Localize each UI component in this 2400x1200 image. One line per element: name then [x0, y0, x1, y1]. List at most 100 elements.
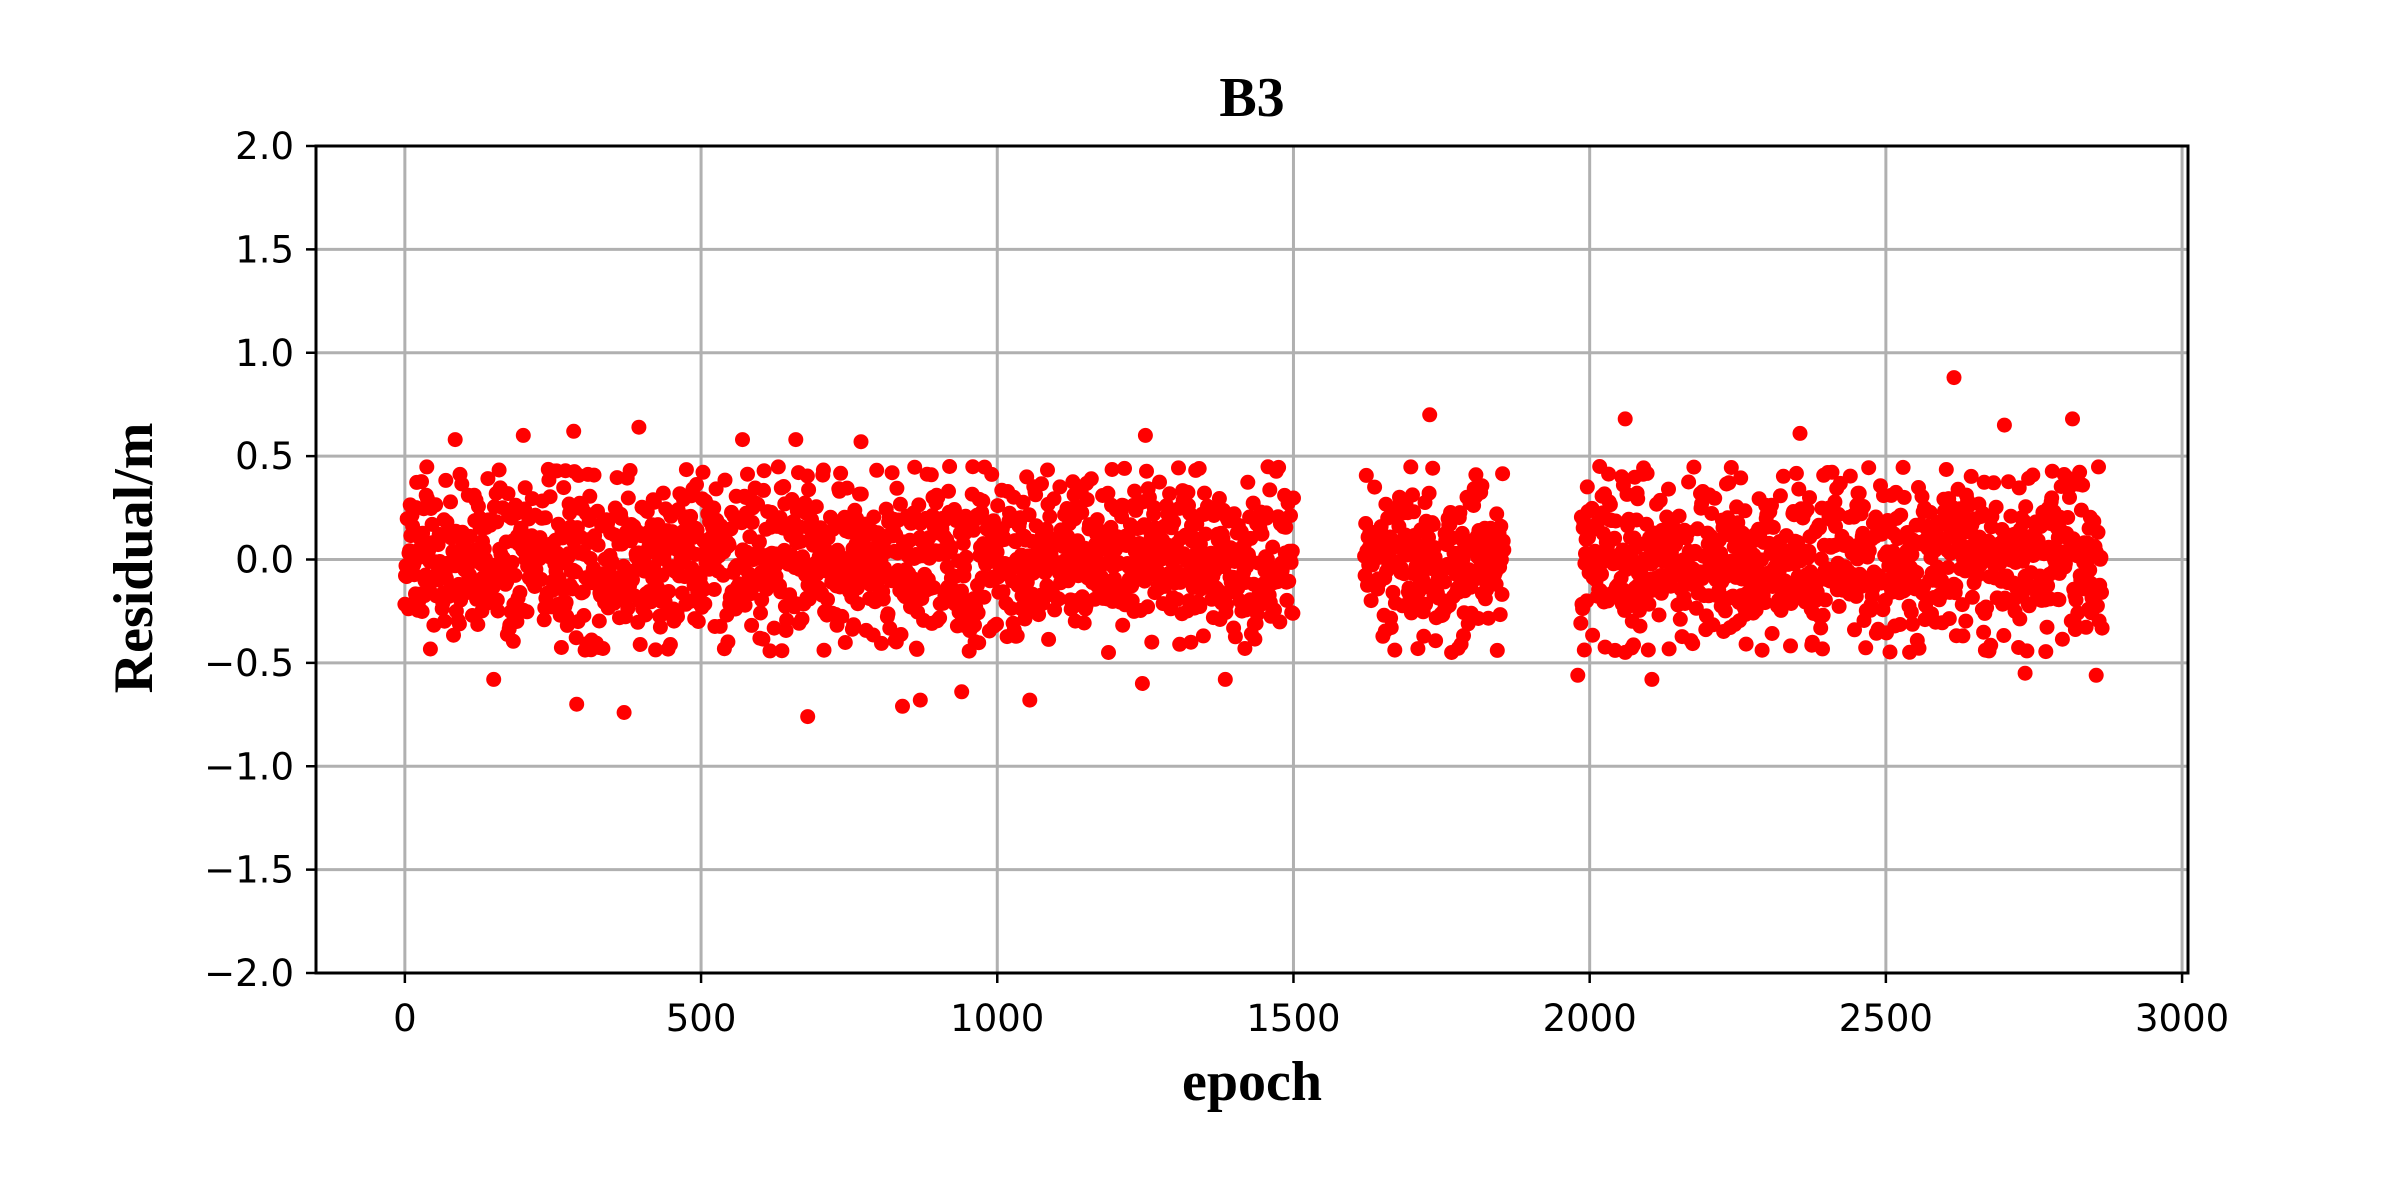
data-point — [536, 612, 552, 628]
data-point — [706, 582, 722, 597]
data-point — [1958, 613, 1974, 629]
data-point — [800, 709, 816, 725]
data-point — [776, 479, 792, 494]
data-point — [967, 617, 982, 633]
x-tick-label: 1000 — [950, 997, 1044, 1040]
data-point — [517, 480, 533, 496]
data-point — [1022, 692, 1038, 708]
data-point — [721, 537, 737, 553]
data-point — [1265, 539, 1281, 555]
data-point — [1672, 611, 1688, 627]
data-point — [766, 620, 782, 636]
data-point — [846, 617, 862, 633]
data-point — [1437, 574, 1452, 590]
data-point — [1813, 620, 1829, 636]
data-point — [1489, 642, 1505, 658]
data-point — [595, 641, 611, 656]
data-point — [912, 692, 928, 708]
data-point — [604, 553, 620, 569]
data-point — [2078, 619, 2094, 635]
data-point — [1127, 483, 1143, 499]
data-point — [533, 571, 549, 587]
data-point — [923, 467, 939, 483]
data-point — [1079, 492, 1095, 508]
x-tick-label: 3000 — [2135, 997, 2229, 1040]
data-point — [2057, 555, 2073, 571]
data-point — [1607, 530, 1623, 546]
data-point — [1227, 629, 1243, 645]
data-point — [1046, 491, 1062, 507]
data-point — [1905, 616, 1920, 632]
data-point — [1976, 624, 1992, 640]
data-point — [1219, 597, 1234, 613]
data-point — [1792, 425, 1808, 441]
data-point — [1089, 512, 1105, 528]
data-point — [1383, 620, 1399, 636]
data-point — [1996, 628, 2012, 643]
data-point — [1104, 462, 1120, 477]
data-point — [1938, 462, 1954, 477]
data-point — [1146, 500, 1162, 516]
data-point — [1117, 460, 1132, 476]
y-tick-label: 2.0 — [235, 125, 294, 168]
data-point — [551, 570, 567, 586]
data-point — [1051, 591, 1067, 607]
data-point — [1247, 631, 1263, 647]
data-point — [652, 619, 668, 635]
data-point — [1737, 503, 1753, 519]
data-point — [1671, 508, 1687, 524]
data-point — [1861, 543, 1877, 559]
chart-title: B3 — [1219, 67, 1284, 129]
data-point — [451, 616, 467, 632]
data-point — [1685, 636, 1701, 652]
data-point — [1812, 520, 1827, 536]
y-tick-label: −1.0 — [204, 745, 294, 788]
data-point — [1139, 463, 1154, 479]
data-point — [989, 616, 1004, 632]
data-point — [519, 604, 535, 620]
data-point — [833, 465, 849, 481]
data-point — [1651, 607, 1667, 623]
data-point — [970, 605, 986, 621]
data-point — [1267, 602, 1282, 618]
data-point — [1617, 411, 1633, 427]
data-point — [1180, 484, 1196, 500]
data-point — [1996, 417, 2012, 433]
data-point — [1772, 488, 1788, 504]
data-point — [892, 496, 908, 512]
data-point — [414, 474, 429, 490]
data-point — [965, 522, 981, 538]
data-point — [2089, 598, 2105, 614]
data-point — [1681, 474, 1697, 490]
data-point — [974, 504, 990, 520]
data-point — [893, 627, 909, 642]
data-point — [1428, 633, 1444, 649]
data-point — [1192, 599, 1208, 615]
data-point — [1262, 482, 1278, 498]
data-point — [490, 603, 506, 619]
data-point — [1799, 502, 1815, 518]
data-point — [1403, 459, 1419, 475]
data-point — [1632, 618, 1648, 634]
x-tick-label: 500 — [666, 997, 737, 1040]
data-point — [1172, 636, 1188, 652]
data-point — [801, 591, 817, 607]
data-point — [1909, 565, 1925, 581]
data-point — [576, 608, 592, 623]
data-point — [2040, 578, 2056, 594]
data-point — [783, 547, 799, 563]
data-point — [620, 601, 636, 616]
data-point — [1052, 479, 1068, 495]
data-point — [889, 480, 905, 496]
data-point — [443, 494, 458, 510]
data-point — [850, 596, 866, 612]
data-point — [1237, 641, 1253, 656]
data-point — [1579, 479, 1595, 495]
data-point — [1661, 641, 1677, 657]
data-point — [447, 432, 463, 448]
data-point — [586, 467, 602, 483]
data-point — [697, 596, 713, 612]
data-point — [661, 584, 677, 599]
data-point — [2012, 611, 2028, 627]
data-point — [965, 459, 981, 475]
